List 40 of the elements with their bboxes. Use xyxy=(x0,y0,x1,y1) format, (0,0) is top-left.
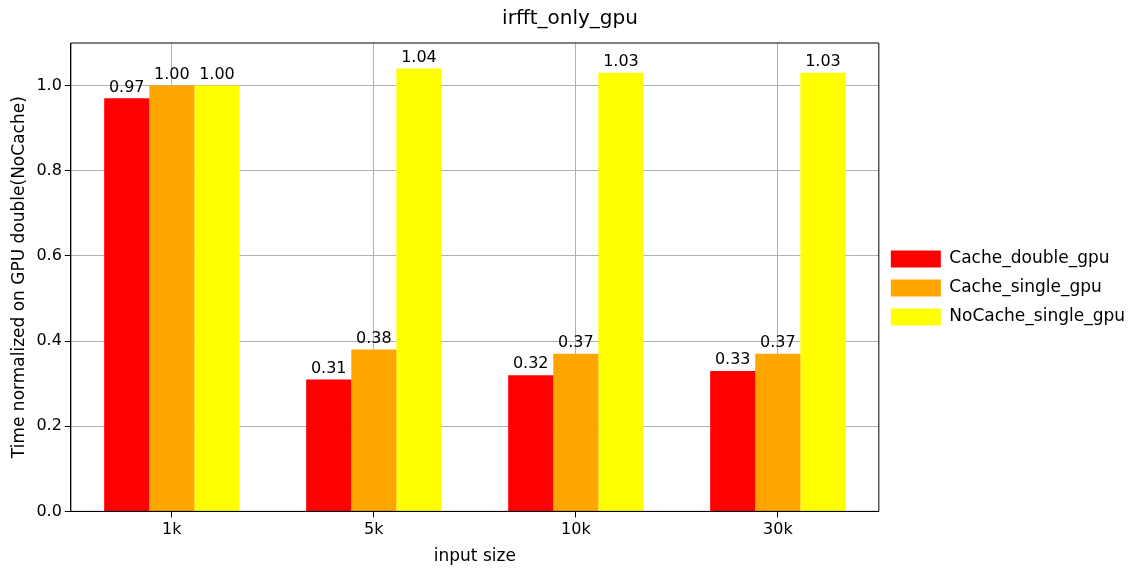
data-label: 0.37 xyxy=(760,332,796,351)
bar xyxy=(508,375,554,511)
y-tick-label: 0.2 xyxy=(36,415,62,435)
data-label: 0.32 xyxy=(512,353,549,373)
data-label: 1.03 xyxy=(603,50,639,70)
bar xyxy=(800,72,846,511)
y-tick-label: 0.6 xyxy=(36,245,62,265)
x-axis-title: input size xyxy=(433,545,516,566)
bar xyxy=(755,353,801,511)
data-label: 0.31 xyxy=(310,357,347,377)
bar xyxy=(553,353,599,511)
data-label: 0.37 xyxy=(558,332,594,351)
y-axis-title: Time normalized on GPU double(NoCache) xyxy=(7,96,28,460)
data-label: 1.03 xyxy=(805,50,841,70)
bar xyxy=(104,98,150,511)
data-label: 1.00 xyxy=(199,63,235,83)
x-tick-label: 1k xyxy=(162,519,183,539)
data-label: 0.33 xyxy=(714,349,751,369)
bar xyxy=(194,85,240,511)
chart-title: irfft_only_gpu xyxy=(502,5,638,30)
y-tick-label: 0.0 xyxy=(36,500,62,520)
bar xyxy=(351,349,397,511)
bar xyxy=(396,68,442,511)
x-tick-label: 5k xyxy=(364,519,385,539)
data-label: 0.38 xyxy=(356,327,392,347)
data-label: 1.04 xyxy=(401,46,437,66)
x-tick-label: 10k xyxy=(561,519,592,539)
x-tick-label: 30k xyxy=(763,519,794,539)
data-label: 1.00 xyxy=(154,63,190,83)
bar xyxy=(306,379,352,511)
y-tick-label: 0.4 xyxy=(36,330,62,350)
bar xyxy=(149,85,195,511)
legend-label: NoCache_single_gpu xyxy=(949,305,1125,327)
legend-label: Cache_double_gpu xyxy=(949,247,1110,269)
y-tick-label: 0.8 xyxy=(36,159,62,179)
legend-label: Cache_single_gpu xyxy=(949,276,1102,298)
bar xyxy=(598,72,644,511)
bar xyxy=(710,370,756,511)
y-tick-label: 1.0 xyxy=(36,74,62,94)
data-label: 0.97 xyxy=(108,76,145,96)
